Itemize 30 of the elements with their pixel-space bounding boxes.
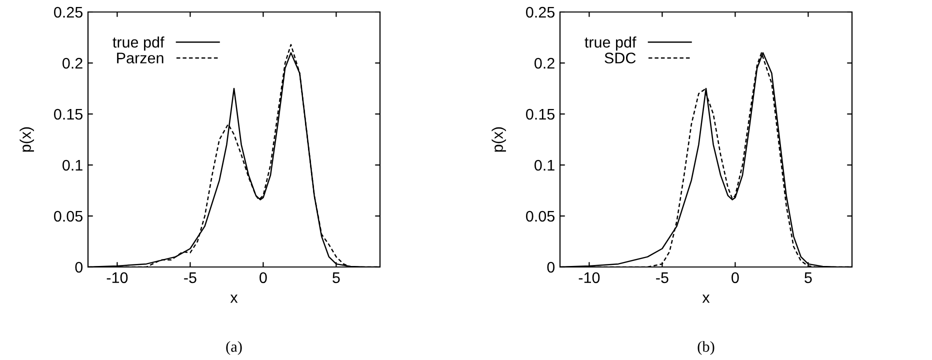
x-tick-label: 5 [332, 272, 340, 284]
y-tick-label: 0.2 [62, 58, 82, 69]
x-axis-title: x [230, 294, 238, 303]
x-tick-label: -10 [578, 272, 600, 284]
x-tick-label: -5 [184, 272, 196, 284]
y-tick-label: 0.1 [534, 160, 554, 171]
text: (a) [226, 341, 242, 355]
x-tick-label: 5 [804, 272, 812, 284]
y-tick-label: 0.15 [54, 108, 82, 120]
y-tick-label: 0.05 [54, 210, 82, 222]
legend-label: true pdf [584, 36, 636, 51]
y-axis-title: p(x) [492, 127, 506, 152]
y-tick-label: 0.25 [526, 6, 554, 18]
x-tick-label: 0 [260, 272, 267, 284]
legend-label: true pdf [112, 36, 164, 51]
y-tick-label: 0 [75, 262, 83, 273]
legend-label: Parzen [117, 52, 164, 64]
y-tick-label: 0.1 [62, 160, 82, 171]
y-tick-label: 0.2 [534, 58, 554, 69]
y-axis-title: p(x) [20, 127, 34, 152]
x-axis-title: x [702, 294, 710, 303]
x-tick-label: 0 [732, 272, 739, 284]
legend-label: SDC [604, 52, 636, 64]
y-tick-label: 0.15 [526, 108, 554, 120]
y-tick-label: 0.25 [54, 6, 82, 18]
x-tick-label: -10 [106, 272, 128, 284]
y-tick-label: 0 [547, 262, 555, 273]
x-tick-label: -5 [656, 272, 668, 284]
text: (b) [698, 341, 714, 355]
y-tick-label: 0.05 [526, 210, 554, 222]
